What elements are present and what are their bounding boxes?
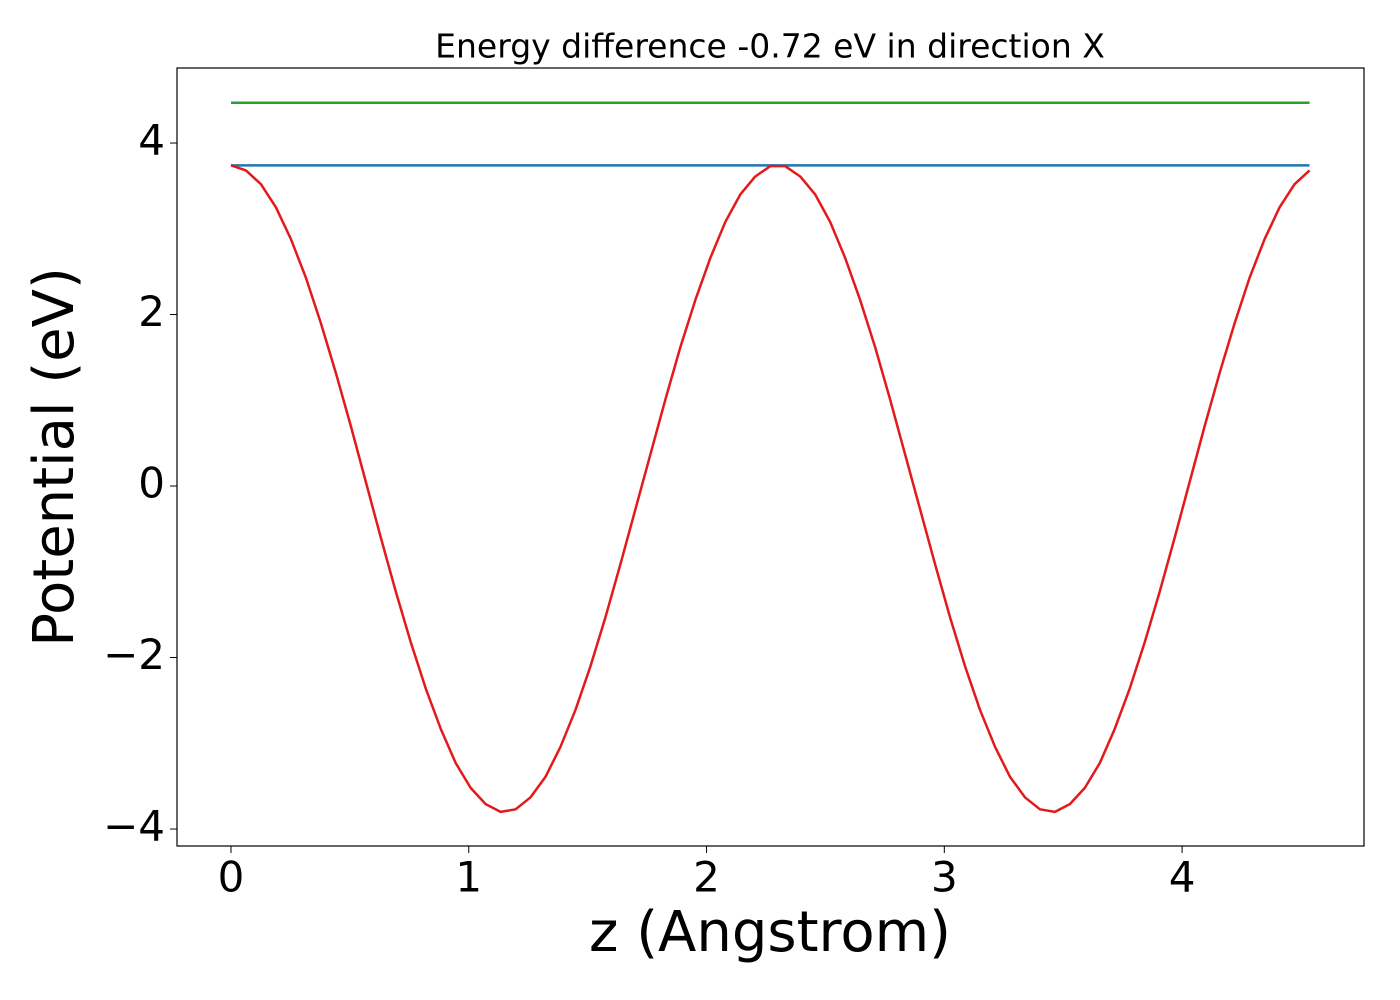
y-tick-label: 0 [138,459,165,508]
x-tick-label: 2 [693,853,720,902]
y-tick-label: 4 [138,116,165,165]
y-tick-label: −2 [103,630,165,679]
y-tick-label: −4 [103,802,165,851]
chart-title: Energy difference -0.72 eV in direction … [435,27,1105,66]
x-tick-label: 3 [931,853,958,902]
x-tick-label: 0 [218,853,245,902]
y-tick-label: 2 [138,287,165,336]
y-axis-label: Potential (eV) [22,267,87,647]
plot-frame [176,67,1365,847]
x-axis-label: z (Angstrom) [589,900,951,965]
x-tick-label: 1 [455,853,482,902]
x-tick-label: 4 [1169,853,1196,902]
data-line [230,164,1311,814]
